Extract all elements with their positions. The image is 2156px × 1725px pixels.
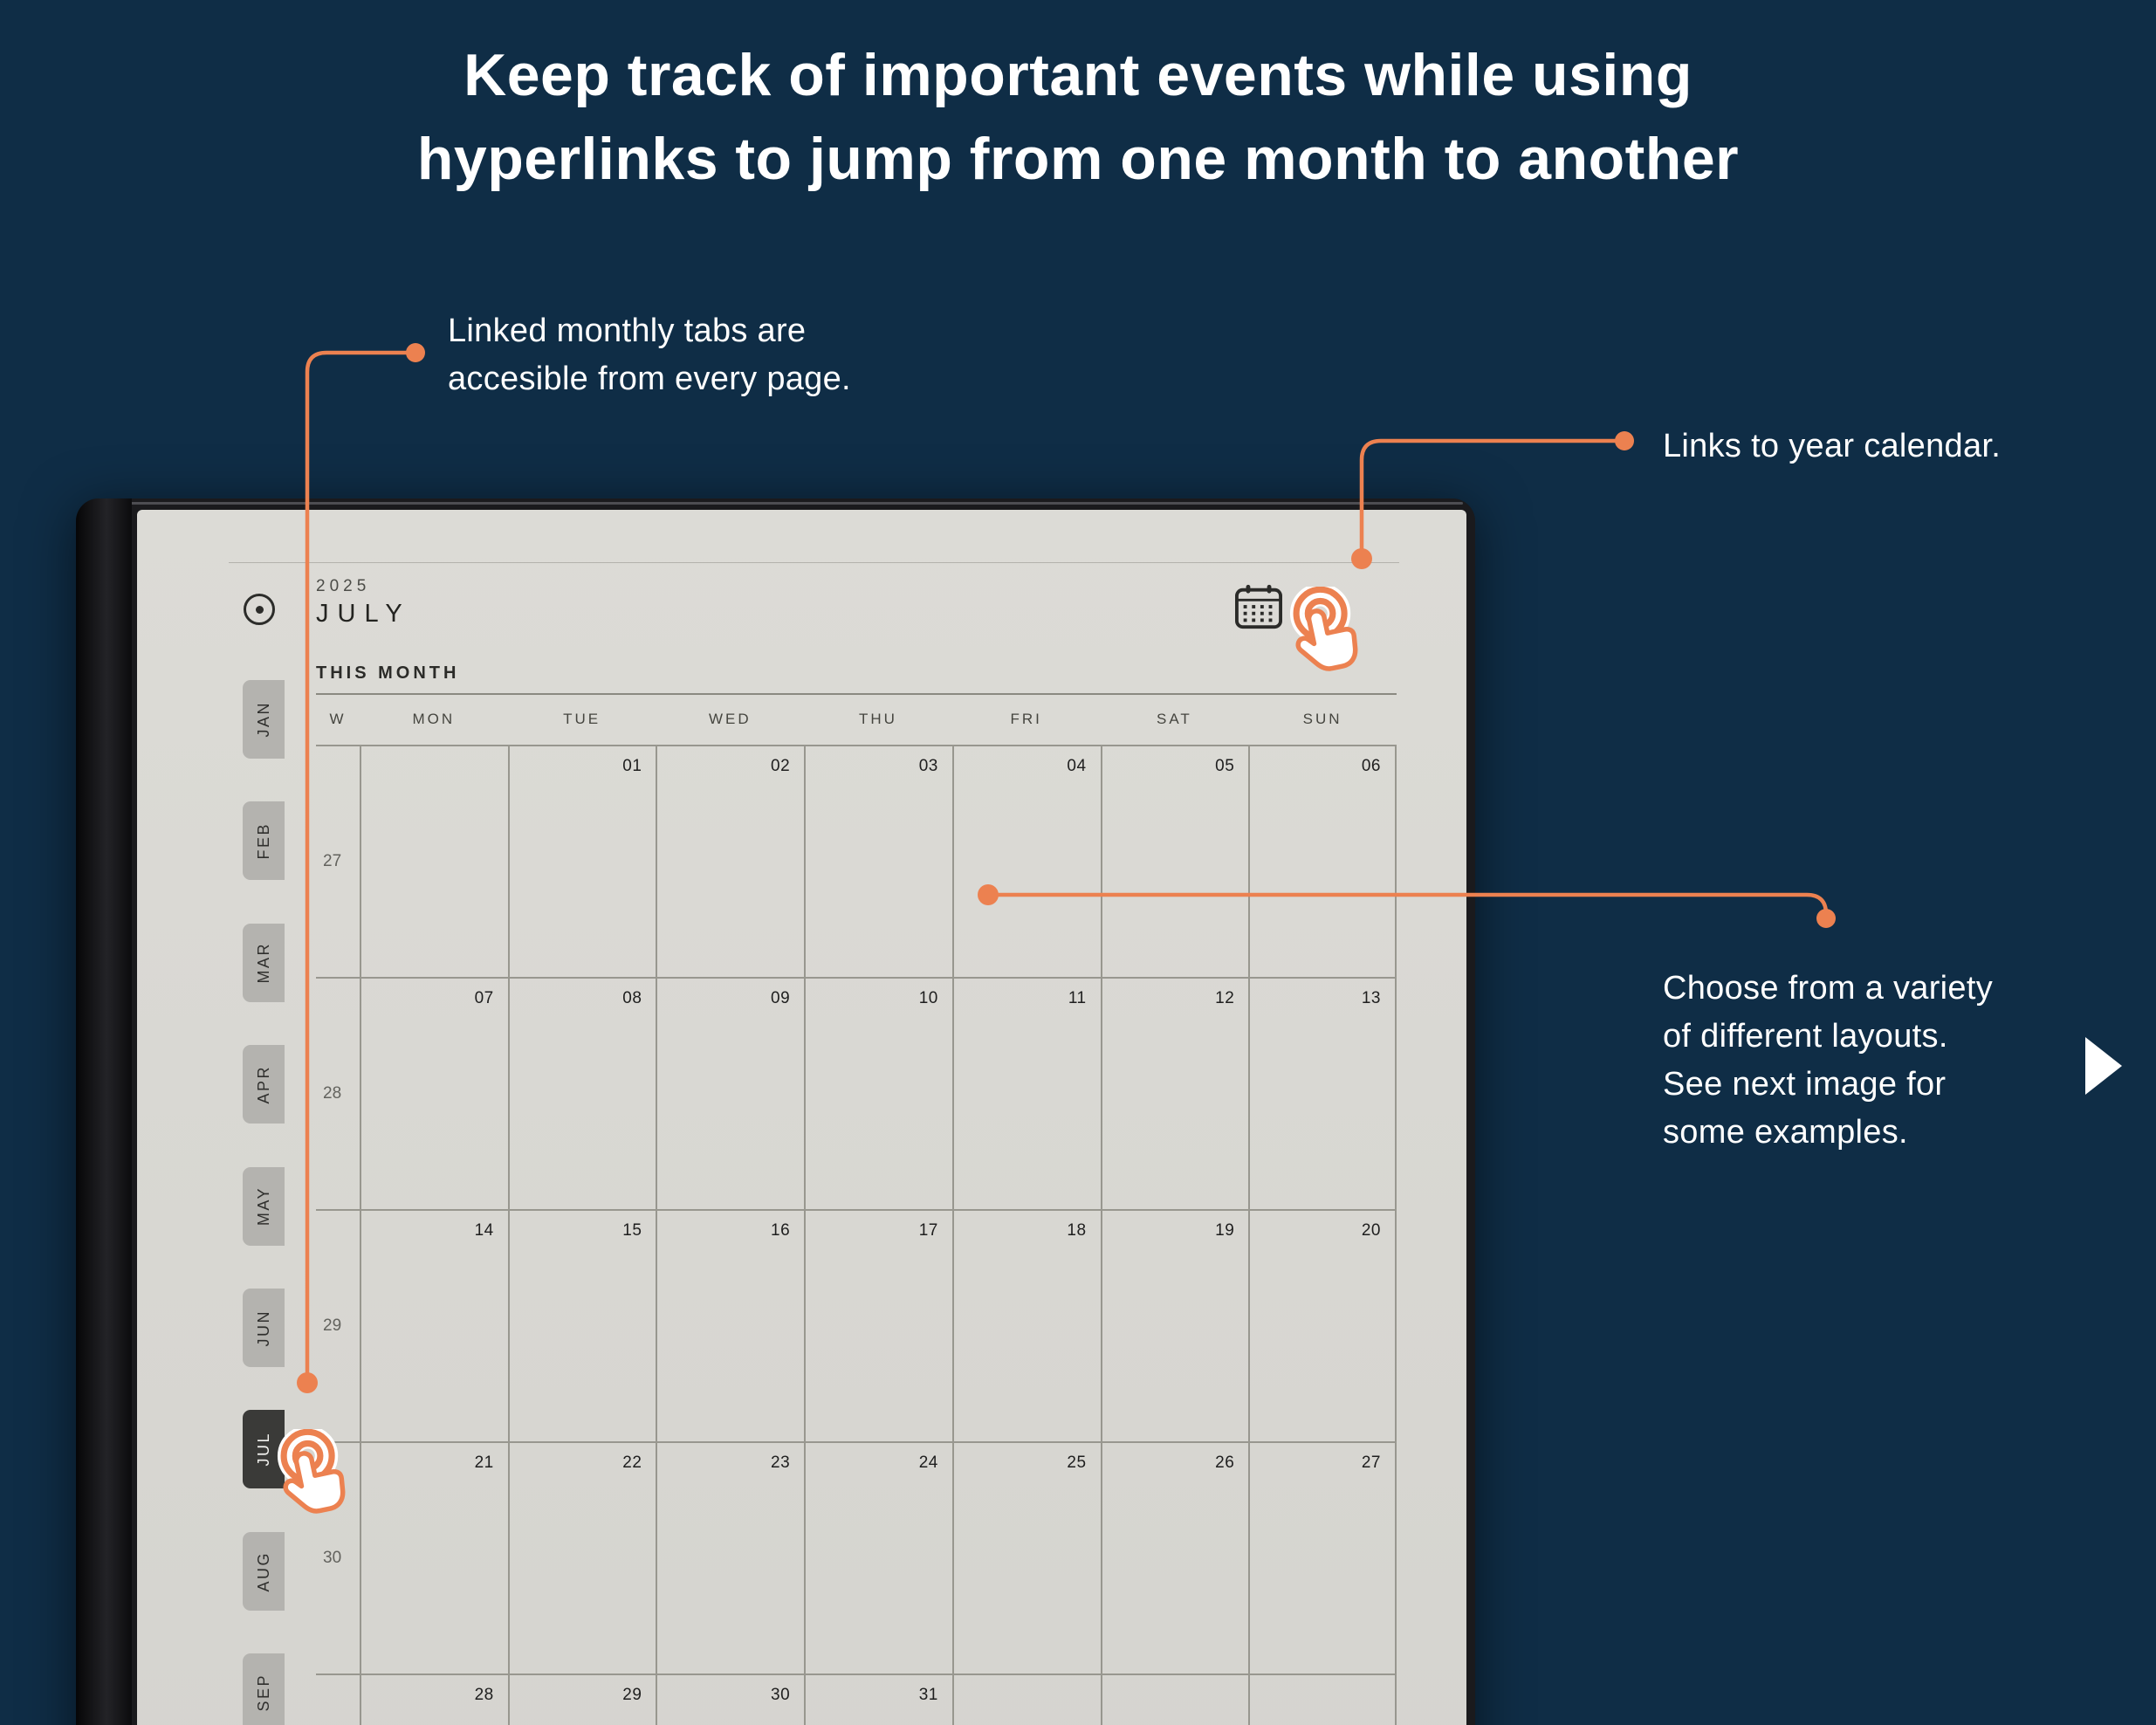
- day-cell: 24: [804, 1443, 952, 1675]
- annotation-layouts: Choose from a variety of different layou…: [1663, 965, 1993, 1157]
- month-tab-aug[interactable]: AUG: [243, 1532, 285, 1611]
- annotation-monthly-tabs: Linked monthly tabs are accesible from e…: [448, 307, 851, 403]
- day-cell: 23: [656, 1443, 805, 1675]
- day-header: FRI: [1010, 711, 1042, 727]
- week-number-cell: [316, 1675, 360, 1725]
- weekday-header-row: W MON TUE WED THU FRI SAT SUN: [316, 711, 1397, 728]
- week-number-cell: 27: [316, 746, 360, 979]
- month-tab-mar[interactable]: MAR: [243, 924, 285, 1002]
- annotation-year-calendar-text: Links to year calendar.: [1663, 428, 2002, 464]
- day-cell: 14: [360, 1211, 508, 1443]
- month-tab-feb[interactable]: FEB: [243, 801, 285, 880]
- annotation-year-calendar: Links to year calendar.: [1663, 423, 2001, 471]
- day-cell: 31: [804, 1675, 952, 1725]
- day-cell: 04: [951, 746, 1101, 979]
- annotation-layouts-line1: Choose from a variety: [1663, 970, 1994, 1007]
- tap-icon: [277, 1429, 346, 1514]
- day-cell: 17: [804, 1211, 952, 1443]
- day-cell: 10: [804, 979, 952, 1211]
- month-tab-label: JUN: [254, 1309, 272, 1347]
- calendar-icon[interactable]: [1233, 583, 1284, 630]
- month-tab-label: SEP: [254, 1673, 272, 1712]
- tablet-device: 2025 JULY THIS MONTH W MON TUE WED THU F…: [76, 498, 1475, 1725]
- day-cell: 29: [507, 1675, 656, 1725]
- month-tab-label: MAR: [254, 942, 272, 984]
- day-cell: 11: [951, 979, 1101, 1211]
- day-cell: [951, 1675, 1101, 1725]
- day-header: SUN: [1302, 711, 1342, 727]
- month-tab-label: APR: [254, 1064, 272, 1104]
- month-tab-label: JAN: [254, 701, 272, 738]
- section-label: THIS MONTH: [316, 663, 460, 683]
- day-cell: 22: [507, 1443, 656, 1675]
- day-cell: 15: [507, 1211, 656, 1443]
- day-cell: 25: [951, 1443, 1101, 1675]
- day-header: TUE: [563, 711, 601, 727]
- month-tab-label: JUL: [254, 1432, 272, 1467]
- day-cell: 02: [656, 746, 805, 979]
- day-cell: 28: [360, 1675, 508, 1725]
- day-cell: 19: [1100, 1211, 1249, 1443]
- day-cell: 21: [360, 1443, 508, 1675]
- day-cell: 18: [951, 1211, 1101, 1443]
- month-tab-jun[interactable]: JUN: [243, 1289, 285, 1367]
- day-cell: 09: [656, 979, 805, 1211]
- page-title-line2: hyperlinks to jump from one month to ano…: [416, 126, 1740, 192]
- day-header: WED: [708, 711, 752, 727]
- day-header: MON: [412, 711, 456, 727]
- page-top-rule: [229, 562, 1399, 563]
- page-title: Keep track of important events while usi…: [0, 33, 2156, 201]
- day-cell: 12: [1100, 979, 1249, 1211]
- week-number-cell: 30: [316, 1443, 360, 1675]
- month-tab-sep[interactable]: SEP: [243, 1653, 285, 1725]
- day-header: THU: [859, 711, 897, 727]
- day-cell: 05: [1100, 746, 1249, 979]
- month-tab-jan[interactable]: JAN: [243, 680, 285, 759]
- day-cell: 06: [1248, 746, 1397, 979]
- day-cell: 13: [1248, 979, 1397, 1211]
- day-cell: 30: [656, 1675, 804, 1725]
- week-col-header: W: [329, 711, 347, 727]
- planner-month-title: JULY: [316, 600, 411, 628]
- annotation-layouts-line4: some examples.: [1663, 1114, 1908, 1151]
- day-header: SAT: [1157, 711, 1192, 727]
- annotation-monthly-tabs-line1: Linked monthly tabs are: [448, 313, 807, 349]
- tablet-screen: 2025 JULY THIS MONTH W MON TUE WED THU F…: [137, 510, 1466, 1725]
- month-tab-apr[interactable]: APR: [243, 1045, 285, 1124]
- connector-dot: [406, 343, 425, 362]
- annotation-monthly-tabs-line2: accesible from every page.: [448, 361, 851, 397]
- next-arrow-icon[interactable]: [2085, 1037, 2122, 1095]
- month-grid: 27 01 02 03 04 05 06 28 07 08 09 10 11 1…: [316, 745, 1397, 1725]
- week-number-cell: 29: [316, 1211, 360, 1443]
- section-divider: [316, 693, 1397, 695]
- day-cell: 01: [507, 746, 656, 979]
- connector-dot: [1615, 431, 1634, 450]
- month-tab-label: MAY: [254, 1186, 272, 1227]
- day-cell: 08: [507, 979, 656, 1211]
- month-tab-may[interactable]: MAY: [243, 1167, 285, 1246]
- annotation-layouts-line3: See next image for: [1663, 1066, 1947, 1103]
- day-cell: 26: [1100, 1443, 1249, 1675]
- week-number-cell: 28: [316, 979, 360, 1211]
- page-title-line1: Keep track of important events while usi…: [463, 42, 1693, 108]
- day-cell: 20: [1248, 1211, 1397, 1443]
- month-tab-jul[interactable]: JUL: [243, 1410, 285, 1488]
- month-tab-label: FEB: [254, 821, 272, 860]
- tablet-top-edge: [88, 502, 1463, 505]
- day-cell: 03: [804, 746, 952, 979]
- day-cell: 27: [1248, 1443, 1397, 1675]
- annotation-layouts-line2: of different layouts.: [1663, 1018, 1948, 1055]
- day-cell: [1100, 1675, 1249, 1725]
- connector-dot: [1816, 909, 1836, 928]
- day-cell: 07: [360, 979, 508, 1211]
- tap-icon: [1289, 587, 1358, 671]
- day-cell: [1248, 1675, 1397, 1725]
- day-cell: 16: [656, 1211, 805, 1443]
- target-icon: [244, 594, 275, 625]
- day-cell: [360, 746, 508, 979]
- planner-year: 2025: [316, 577, 371, 595]
- tablet-spine: [76, 498, 132, 1725]
- month-tab-label: AUG: [254, 1550, 272, 1592]
